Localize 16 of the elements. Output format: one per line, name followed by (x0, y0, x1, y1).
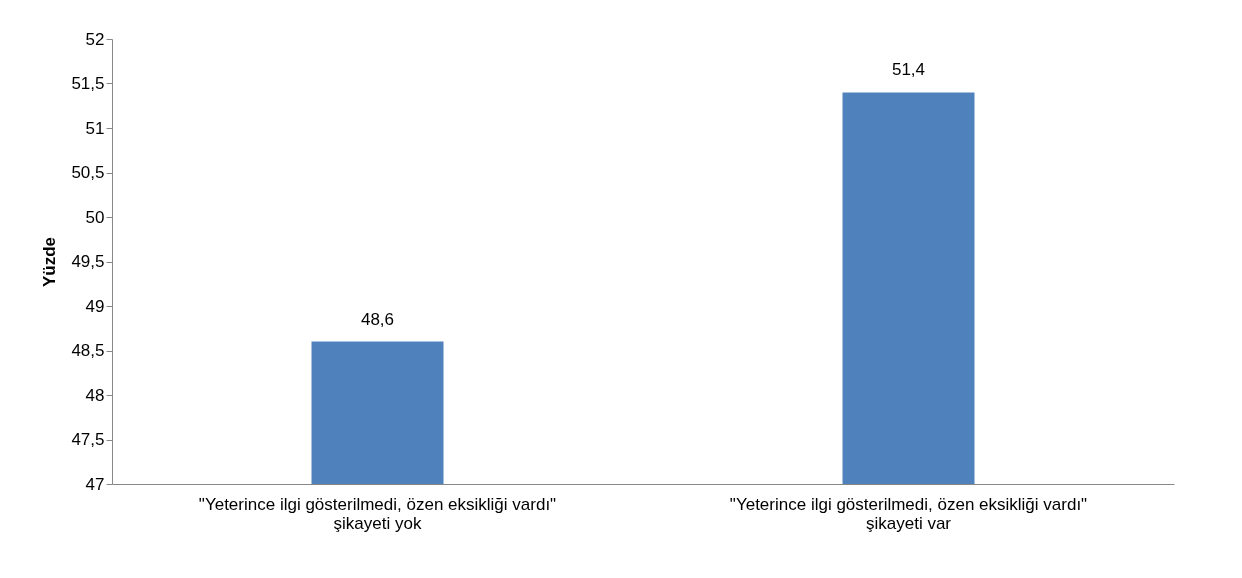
y-tick-label: 49 (85, 296, 105, 316)
data-label: 51,4 (891, 60, 926, 80)
y-tick-label: 50,5 (71, 163, 105, 182)
y-tick-label: 49,5 (71, 252, 105, 271)
x-tick-label: "Yeterince ilgi gösterilmedi, özen eksikliği vardı" şikayeti yok (198, 494, 557, 533)
y-tick-label: 47,5 (71, 430, 105, 449)
y-axis-title: Yüzde (40, 236, 60, 288)
y-tick-label: 50 (85, 207, 105, 227)
x-tick-label: "Yeterince ilgi gösterilmedi, özen eksikliği vardı" şikayeti var (729, 494, 1088, 533)
y-tick-label: 51,5 (71, 74, 105, 93)
y-tick-label: 48,5 (71, 341, 105, 360)
data-label: 48,6 (360, 309, 395, 329)
y-tick-label: 51 (85, 118, 105, 138)
y-tick-label: 48 (85, 385, 105, 405)
y-tick-label: 47 (85, 474, 105, 494)
y-tick-label: 52 (85, 29, 105, 49)
